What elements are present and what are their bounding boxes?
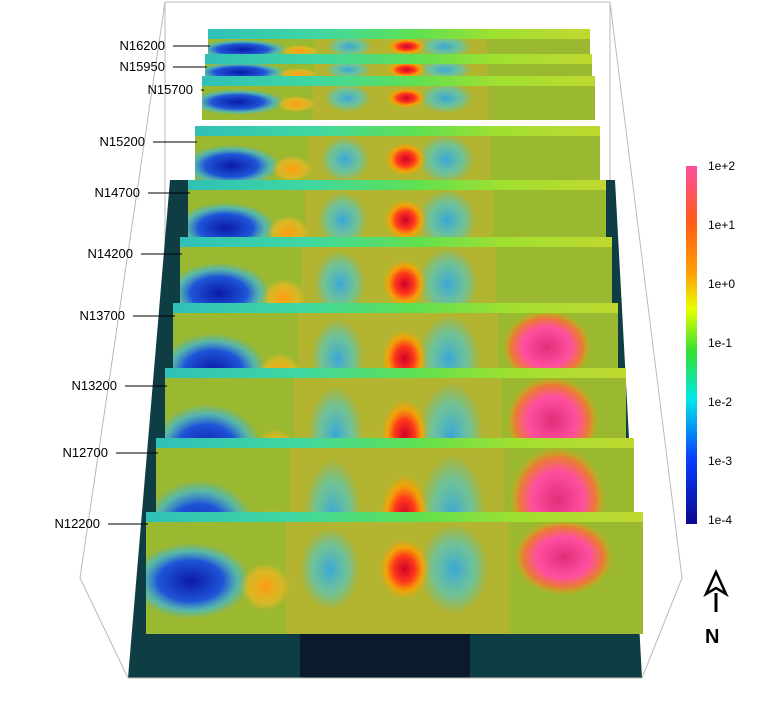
section-panel <box>202 76 595 120</box>
section-label: N15950 <box>119 59 165 74</box>
north-arrow: N <box>703 568 729 648</box>
section-top-band <box>156 438 634 448</box>
conductive-anomaly-west <box>146 543 251 619</box>
section-label: N14700 <box>94 185 140 200</box>
resistive-anomaly-core <box>386 88 427 108</box>
resistive-anomaly-core <box>379 539 430 599</box>
section-label: N16200 <box>119 38 165 53</box>
section-label: N15200 <box>99 134 145 149</box>
colorbar-tick-label: 1e-3 <box>708 454 732 468</box>
north-label: N <box>705 626 719 648</box>
section-label: N13200 <box>71 378 117 393</box>
moderate-anomaly <box>317 192 368 248</box>
moderate-anomaly-east <box>418 35 472 58</box>
section-top-band <box>146 512 643 522</box>
resistive-anomaly-core <box>385 143 426 176</box>
section-stack <box>146 29 643 634</box>
section-label: N12700 <box>62 445 108 460</box>
moderate-anomaly <box>326 36 373 57</box>
section-top-band <box>173 303 618 313</box>
resistive-anomaly-minor <box>276 96 316 112</box>
moderate-anomaly-east <box>418 82 474 114</box>
moderate-anomaly-east <box>419 524 489 614</box>
section-label: N12200 <box>54 516 100 531</box>
colorbar-gradient <box>686 166 697 524</box>
colorbar-tick-label: 1e+1 <box>708 218 735 232</box>
section-label: N14200 <box>87 246 133 261</box>
ground-dark-patch <box>300 634 470 678</box>
moderate-anomaly-east <box>417 134 475 184</box>
section-label: N15700 <box>147 82 193 97</box>
resistive-anomaly-core <box>386 61 426 78</box>
colorbar-tick-label: 1e+2 <box>708 159 735 173</box>
moderate-anomaly-east <box>417 59 473 80</box>
section-panel <box>146 512 643 634</box>
section-top-band <box>208 29 590 39</box>
conductive-anomaly-west <box>195 144 281 187</box>
bounding-box-front <box>79 1 683 679</box>
moderate-anomaly <box>320 136 370 182</box>
section-top-band <box>195 126 600 136</box>
section-top-band <box>165 368 626 378</box>
moderate-anomaly <box>313 250 366 317</box>
colorbar-tick-label: 1e-4 <box>708 513 732 527</box>
colorbar-legend: 1e+2 1e+1 1e+0 1e-1 1e-2 1e-3 1e-4 <box>686 159 735 527</box>
section-labels: N16200 N15950 N15700 N15200 N14700 N14200 N137… <box>54 38 210 531</box>
section-top-band <box>188 180 606 190</box>
resistive-anomaly-core <box>384 200 427 240</box>
moderate-anomaly-east <box>417 189 477 251</box>
north-arrow-head <box>703 568 729 598</box>
moderate-anomaly <box>324 60 372 79</box>
section-top-band <box>202 76 595 86</box>
section-top-band <box>180 237 612 247</box>
resistive-anomaly-minor <box>240 563 291 611</box>
colorbar-tick-label: 1e+0 <box>708 277 735 291</box>
high-resistivity-anomaly-east <box>513 519 614 596</box>
resistive-anomaly-core <box>387 38 426 55</box>
conductive-anomaly-west <box>202 89 285 115</box>
high-resistivity-anomaly-east <box>502 310 592 385</box>
section-top-band <box>205 54 592 64</box>
moderate-anomaly <box>300 527 360 611</box>
resistive-anomaly-minor <box>271 156 313 182</box>
moderate-anomaly-east <box>417 247 479 320</box>
section-label: N13700 <box>79 308 125 323</box>
colorbar-tick-label: 1e-1 <box>708 336 732 350</box>
moderate-anomaly <box>323 84 371 112</box>
colorbar-ticks: 1e+2 1e+1 1e+0 1e-1 1e-2 1e-3 1e-4 <box>708 159 735 527</box>
colorbar-tick-label: 1e-2 <box>708 395 732 409</box>
resistive-anomaly-core <box>383 260 427 308</box>
